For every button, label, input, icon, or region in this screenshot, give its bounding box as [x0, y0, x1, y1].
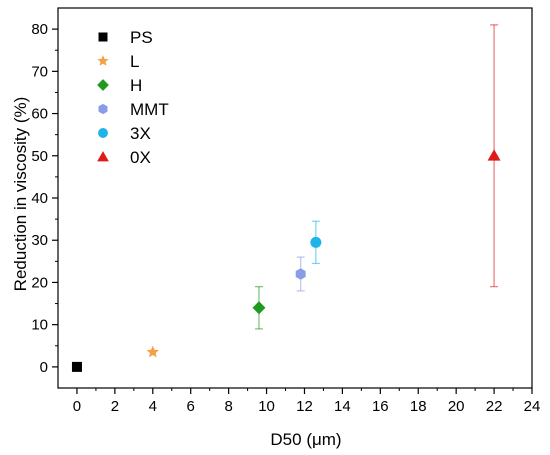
legend-marker-l [97, 55, 109, 66]
x-tick-label: 24 [524, 398, 541, 415]
x-tick-label: 12 [296, 398, 313, 415]
legend: PS LH MMT 3X 0X [97, 28, 169, 167]
x-tick-label: 14 [334, 398, 351, 415]
legend-label-0x: 0X [130, 148, 151, 167]
point-mmt [295, 268, 306, 280]
legend-marker-0x [97, 151, 109, 162]
legend-label-l: L [130, 52, 139, 71]
point-0x [487, 149, 501, 161]
y-tick-label: 0 [40, 359, 48, 376]
point-ps [71, 361, 82, 372]
legend-label-h: H [130, 76, 142, 95]
x-tick-label: 20 [448, 398, 465, 415]
x-tick-label: 6 [187, 398, 195, 415]
legend-marker-3x [98, 128, 108, 138]
x-axis-label: D50 (μm) [270, 430, 341, 449]
x-tick-label: 18 [410, 398, 427, 415]
y-tick-label: 10 [31, 317, 48, 334]
data-points [71, 149, 501, 372]
x-axis-ticks: 0 2 4 6 8 10 12 14 16 18 20 22 24 [73, 388, 541, 415]
y-tick-label: 50 [31, 148, 48, 165]
legend-label-mmt: MMT [130, 100, 169, 119]
y-tick-label: 60 [31, 106, 48, 123]
x-tick-label: 2 [111, 398, 119, 415]
x-tick-label: 4 [149, 398, 157, 415]
y-axis-label: Reduction in viscosity (%) [11, 97, 30, 292]
legend-label-3x: 3X [130, 124, 151, 143]
y-tick-label: 30 [31, 232, 48, 249]
y-axis-ticks: 0 10 20 30 40 50 60 70 80 [31, 21, 58, 376]
point-3x [310, 236, 322, 248]
legend-label-ps: PS [130, 28, 153, 47]
y-tick-label: 80 [31, 21, 48, 38]
legend-marker-ps [98, 32, 108, 42]
x-tick-label: 10 [258, 398, 275, 415]
point-h [252, 301, 266, 315]
y-tick-label: 40 [31, 190, 48, 207]
point-l [146, 345, 159, 358]
x-tick-label: 22 [486, 398, 503, 415]
x-tick-label: 16 [372, 398, 389, 415]
error-bars [254, 24, 499, 330]
x-tick-label: 0 [73, 398, 81, 415]
y-tick-label: 70 [31, 63, 48, 80]
legend-marker-h [97, 79, 109, 91]
y-tick-label: 20 [31, 274, 48, 291]
legend-marker-mmt [98, 103, 108, 115]
x-tick-label: 8 [224, 398, 232, 415]
